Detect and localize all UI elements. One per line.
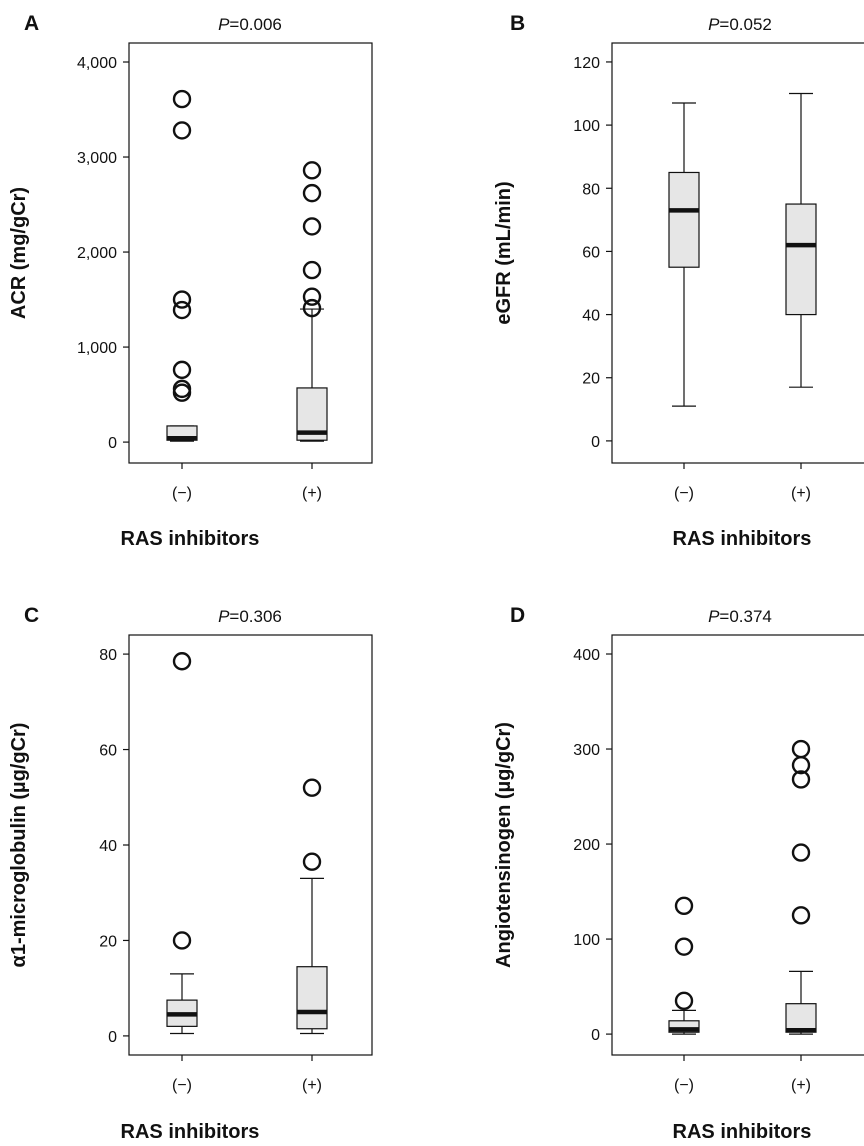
iqr-box [785,1003,817,1033]
plot-frame [611,634,864,1056]
outlier-point [172,379,192,399]
outlier-point [302,287,322,306]
y-tick-label: 0 [108,435,117,452]
x-axis-title: RAS inhibitors [673,1121,812,1143]
outlier-point [791,739,811,759]
outlier-point [674,937,694,956]
y-tick-label: 60 [99,743,117,760]
p-value-number: =0.306 [229,607,281,626]
y-tick-label: 4,000 [77,55,117,72]
y-tick-label: 80 [582,181,600,198]
y-axis-title: Angiotensinogen (µg/gCr) [493,722,515,968]
outlier-point [302,852,322,871]
p-value-number: =0.006 [229,15,281,34]
panel-letter: A [24,12,39,35]
y-tick-label: 100 [573,118,600,135]
p-value-number: =0.374 [719,607,771,626]
panel-letter: C [24,604,39,627]
y-tick-label: 100 [573,932,600,949]
x-axis-title: RAS inhibitors [121,528,260,550]
x-category-label: (+) [302,485,322,502]
y-tick-label: 20 [99,933,117,950]
panel-letter: D [510,604,525,627]
x-axis-title: RAS inhibitors [121,1121,260,1143]
plot-frame [128,634,373,1056]
y-tick-label: 1,000 [77,340,117,357]
y-tick-label: 2,000 [77,245,117,262]
outlier-point [172,931,192,950]
y-tick-label: 0 [591,434,600,451]
p-value-annotation: P=0.052 [708,15,772,34]
x-category-label: (−) [172,1077,192,1094]
outlier-point [674,991,694,1011]
outlier-point [791,770,811,789]
iqr-box [668,1020,700,1033]
outlier-point [791,906,811,925]
x-category-label: (−) [674,485,694,502]
x-category-label: (+) [791,485,811,502]
outlier-point [302,161,322,180]
y-axis-title: ACR (mg/gCr) [8,187,30,319]
p-value-annotation: P=0.306 [218,607,282,626]
x-category-label: (−) [172,485,192,502]
x-category-label: (+) [791,1077,811,1094]
y-tick-label: 120 [573,55,600,72]
panel-c: C P=0.306 0 20 40 60 80 (−) (+) RAS inhibitors… [8,604,373,1143]
x-category-label: (+) [302,1077,322,1094]
outlier-point [791,843,811,862]
p-value-annotation: P=0.374 [708,607,772,626]
p-value-symbol: P [218,15,230,34]
y-tick-label: 40 [582,308,600,325]
y-tick-label: 0 [591,1027,600,1044]
y-tick-label: 20 [582,371,600,388]
outlier-point [172,360,192,380]
panel-b: B P=0.052 0 20 40 60 80 100 120 (−) (+) RAS inhi… [493,12,864,550]
outlier-point [172,652,192,671]
y-tick-label: 0 [108,1029,117,1046]
y-axis-title: α1-microglobulin (µg/gCr) [8,723,30,968]
p-value-annotation: P=0.006 [218,15,282,34]
outlier-point [172,89,192,109]
x-category-label: (−) [674,1077,694,1094]
plot-content: 0 100 200 300 400 (−) (+) [573,647,817,1094]
y-tick-label: 300 [573,742,600,759]
y-tick-label: 60 [582,244,600,261]
outlier-point [302,778,322,797]
outlier-point [172,300,192,320]
plot-frame [611,42,864,464]
y-tick-label: 40 [99,838,117,855]
plot-content: 0 1,000 2,000 3,000 4,000 (−) (+) [77,55,328,502]
outlier-point [172,383,192,402]
iqr-box [668,171,700,268]
outlier-point [791,755,811,775]
y-tick-label: 400 [573,647,600,664]
p-value-symbol: P [218,607,230,626]
outlier-point [302,217,322,236]
plot-content: 0 20 40 60 80 100 120 (−) (+) [573,55,817,502]
y-axis-title: eGFR (mL/min) [493,181,515,324]
plot-content: 0 20 40 60 80 (−) (+) [99,647,328,1094]
panel-d: D P=0.374 0 100 200 300 400 (−) (+) RAS inhibi… [493,604,864,1143]
p-value-symbol: P [708,607,720,626]
outlier-point [172,290,192,309]
plot-frame [128,42,373,464]
iqr-box [296,966,328,1030]
y-tick-label: 80 [99,647,117,664]
p-value-symbol: P [708,15,720,34]
panel-a: A P=0.006 0 1,000 2,000 3,000 4,000 (−) (+) RA… [8,12,373,550]
y-tick-label: 3,000 [77,150,117,167]
p-value-number: =0.052 [719,15,771,34]
iqr-box [785,203,817,316]
outlier-point [172,121,192,140]
outlier-point [302,260,322,280]
outlier-point [674,896,694,916]
y-tick-label: 200 [573,837,600,854]
panel-letter: B [510,12,525,35]
outlier-point [302,298,322,318]
x-axis-title: RAS inhibitors [673,528,812,550]
outlier-point [302,183,322,203]
